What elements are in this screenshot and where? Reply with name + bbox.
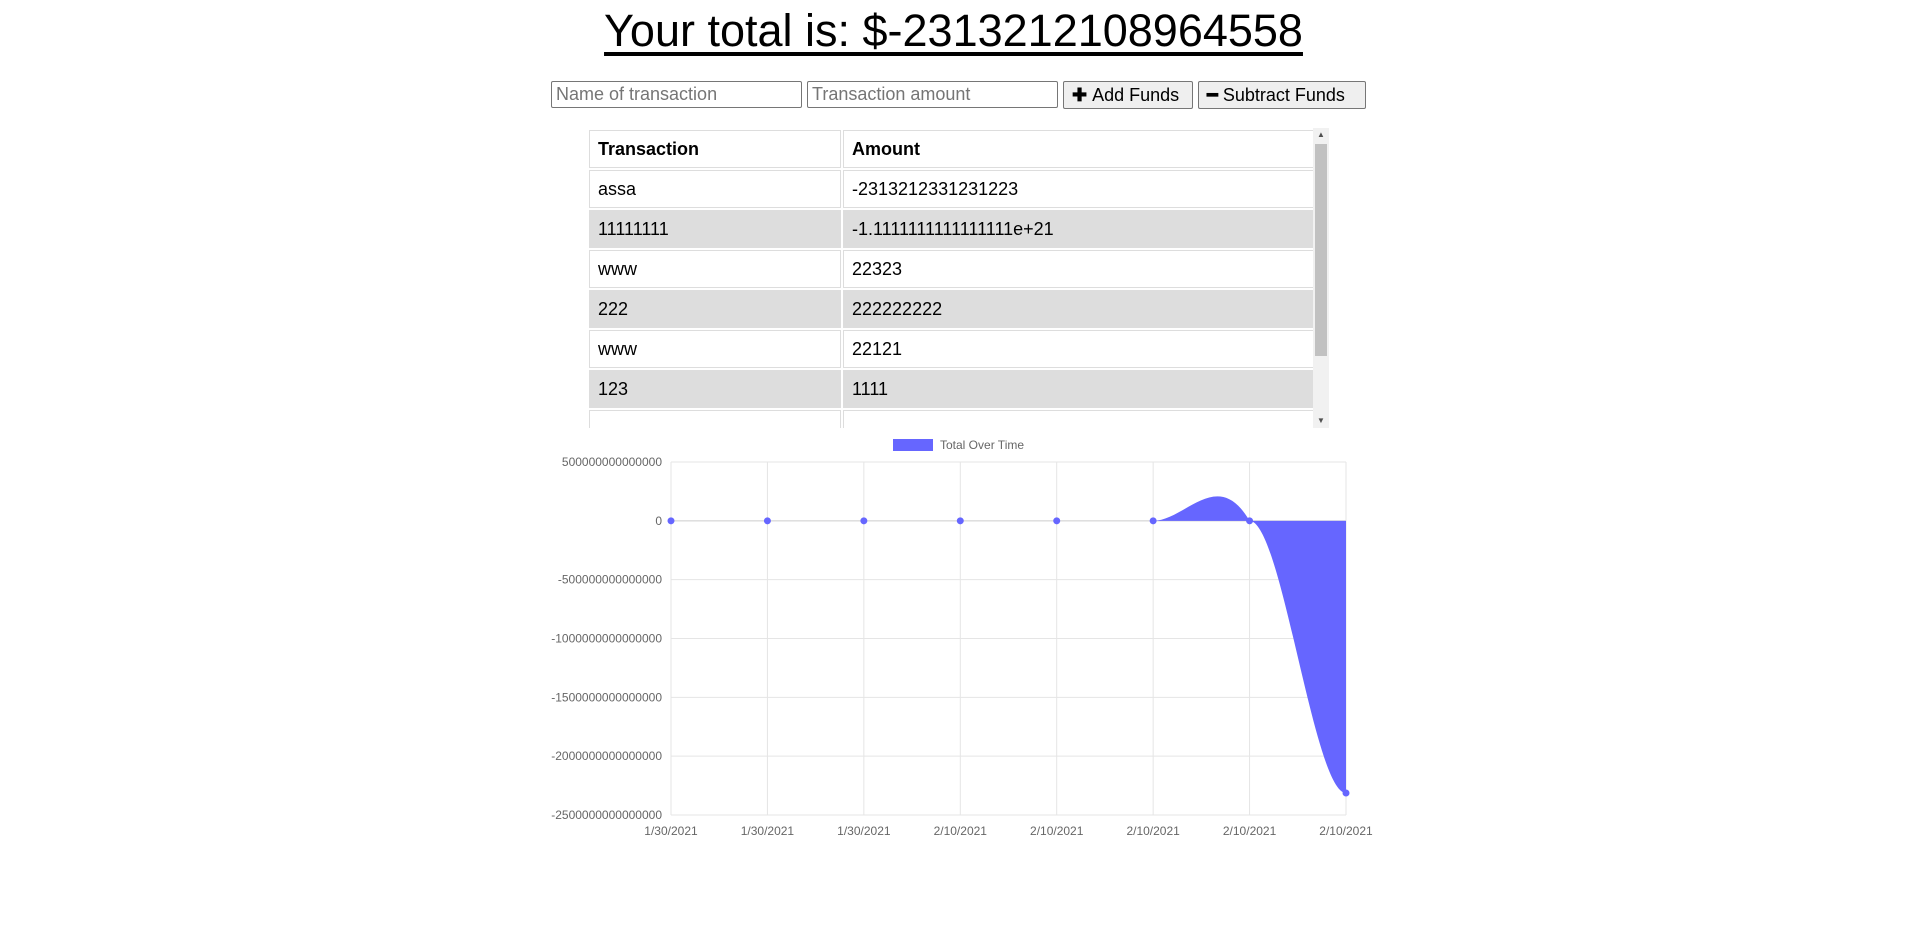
- table-header-row: Transaction Amount: [589, 130, 1314, 168]
- table-scrollbar[interactable]: ▲ ▼: [1313, 128, 1329, 428]
- data-point: [667, 517, 675, 525]
- transaction-table-container: Transaction Amount assa -231321233123122…: [587, 128, 1328, 428]
- x-tick-label: 1/30/2021: [837, 824, 891, 838]
- x-tick-label: 1/30/2021: [644, 824, 698, 838]
- table-row: assa -2313212331231223: [589, 170, 1314, 208]
- subtract-funds-button[interactable]: ━ Subtract Funds: [1198, 81, 1366, 109]
- data-point: [860, 517, 868, 525]
- plus-icon: ✚: [1072, 85, 1088, 105]
- y-tick-label: -1500000000000000: [551, 690, 662, 704]
- x-tick-label: 2/10/2021: [1126, 824, 1180, 838]
- transaction-amount-input[interactable]: [807, 81, 1058, 108]
- add-funds-button[interactable]: ✚ Add Funds: [1063, 81, 1193, 109]
- transaction-amount-cell: 222222222: [843, 290, 1314, 328]
- table-row: 123 1111: [589, 370, 1314, 408]
- transaction-name-input[interactable]: [551, 81, 802, 108]
- x-tick-label: 2/10/2021: [1223, 824, 1277, 838]
- legend-label: Total Over Time: [940, 438, 1024, 452]
- y-tick-label: 0: [655, 514, 662, 528]
- y-tick-label: -2000000000000000: [551, 749, 662, 763]
- data-point: [1053, 517, 1061, 525]
- scroll-down-arrow-icon[interactable]: ▼: [1317, 416, 1325, 425]
- y-tick-label: -1000000000000000: [551, 632, 662, 646]
- transaction-name-cell: [589, 410, 841, 428]
- legend-swatch: [893, 439, 933, 451]
- scrollbar-thumb[interactable]: [1315, 144, 1327, 356]
- transaction-name-cell: 222: [589, 290, 841, 328]
- x-tick-label: 2/10/2021: [1030, 824, 1084, 838]
- transaction-amount-cell: -1.1111111111111111e+21: [843, 210, 1314, 248]
- transaction-table: Transaction Amount assa -231321233123122…: [587, 128, 1316, 428]
- x-tick-label: 1/30/2021: [741, 824, 795, 838]
- transaction-amount-cell: 1111: [843, 370, 1314, 408]
- column-header-transaction: Transaction: [589, 130, 841, 168]
- table-row: 11111111 -1.1111111111111111e+21: [589, 210, 1314, 248]
- data-point: [1246, 517, 1254, 525]
- x-tick-label: 2/10/2021: [1319, 824, 1373, 838]
- data-point: [1149, 517, 1157, 525]
- scroll-up-arrow-icon[interactable]: ▲: [1317, 130, 1325, 139]
- column-header-amount: Amount: [843, 130, 1314, 168]
- y-tick-label: -500000000000000: [558, 573, 662, 587]
- total-heading: Your total is: $-2313212108964558: [604, 5, 1303, 56]
- y-tick-label: 500000000000000: [562, 455, 662, 469]
- table-row: www 22121: [589, 330, 1314, 368]
- subtract-funds-label: Subtract Funds: [1222, 84, 1345, 105]
- data-point: [763, 517, 771, 525]
- x-tick-label: 2/10/2021: [934, 824, 988, 838]
- add-funds-label: Add Funds: [1092, 84, 1180, 105]
- transaction-name-cell: www: [589, 330, 841, 368]
- minus-icon: ━: [1207, 85, 1218, 105]
- table-row: www 22323: [589, 250, 1314, 288]
- transaction-name-cell: www: [589, 250, 841, 288]
- data-point: [956, 517, 964, 525]
- series-area: [671, 496, 1346, 794]
- transaction-name-cell: 11111111: [589, 210, 841, 248]
- transaction-name-cell: assa: [589, 170, 841, 208]
- y-tick-label: -2500000000000000: [551, 808, 662, 822]
- table-row: 222 222222222: [589, 290, 1314, 328]
- transaction-name-cell: 123: [589, 370, 841, 408]
- data-point: [1342, 789, 1350, 797]
